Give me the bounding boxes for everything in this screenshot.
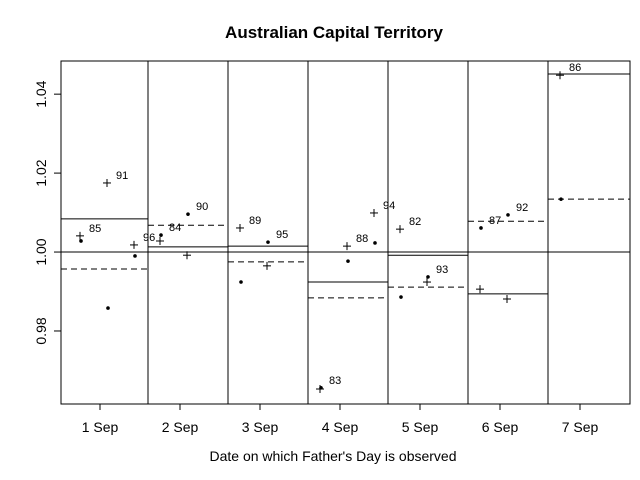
plus-marker	[130, 240, 138, 249]
plus-marker	[423, 278, 431, 287]
dot-marker	[506, 213, 510, 217]
y-tick-label: 0.98	[33, 317, 49, 344]
dot-marker	[346, 259, 350, 263]
x-tick-label: 2 Sep	[162, 419, 199, 435]
plus-marker	[370, 208, 378, 217]
point-label: 86	[569, 62, 581, 74]
y-tick-label: 1.04	[33, 80, 49, 107]
plus-marker	[556, 71, 564, 80]
x-tick-label: 7 Sep	[562, 419, 599, 435]
dot-marker	[426, 275, 430, 279]
plus-marker	[396, 225, 404, 234]
point-label: 90	[196, 201, 208, 213]
dot-marker	[559, 197, 563, 201]
point-label: 83	[329, 375, 341, 387]
dot-marker	[319, 386, 323, 390]
point-label: 85	[89, 223, 101, 235]
dot-marker	[266, 240, 270, 244]
plot-frame	[60, 60, 631, 405]
dot-marker	[133, 254, 137, 258]
dot-marker	[106, 306, 110, 310]
dot-marker	[159, 233, 163, 237]
point-label: 84	[169, 222, 181, 234]
point-label: 94	[383, 200, 395, 212]
x-axis-label: Date on which Father's Day is observed	[209, 448, 456, 464]
plus-marker	[476, 285, 484, 294]
dot-marker	[186, 212, 190, 216]
x-tick-label: 3 Sep	[242, 419, 279, 435]
x-tick-label: 1 Sep	[82, 419, 119, 435]
point-label: 87	[489, 215, 501, 227]
chart-title: Australian Capital Territory	[225, 23, 443, 42]
plus-marker	[343, 242, 351, 251]
plus-marker	[183, 251, 191, 260]
plus-marker	[236, 223, 244, 232]
point-label: 88	[356, 233, 368, 245]
plus-marker	[103, 178, 111, 187]
point-label: 96	[143, 232, 155, 244]
y-tick-label: 1.00	[33, 238, 49, 265]
dot-marker	[373, 241, 377, 245]
plus-marker	[76, 231, 84, 240]
plus-marker	[263, 261, 271, 270]
dot-marker	[79, 239, 83, 243]
plus-marker	[503, 295, 511, 304]
point-label: 95	[276, 229, 288, 241]
dot-marker	[399, 295, 403, 299]
dot-marker	[479, 226, 483, 230]
point-label: 92	[516, 202, 528, 214]
point-label: 89	[249, 215, 261, 227]
point-label: 82	[409, 216, 421, 228]
point-label: 93	[436, 264, 448, 276]
x-tick-label: 4 Sep	[322, 419, 359, 435]
y-tick-label: 1.02	[33, 159, 49, 186]
x-tick-label: 6 Sep	[482, 419, 519, 435]
point-label: 91	[116, 170, 128, 182]
dot-marker	[239, 280, 243, 284]
x-tick-label: 5 Sep	[402, 419, 439, 435]
plus-marker	[156, 236, 164, 245]
